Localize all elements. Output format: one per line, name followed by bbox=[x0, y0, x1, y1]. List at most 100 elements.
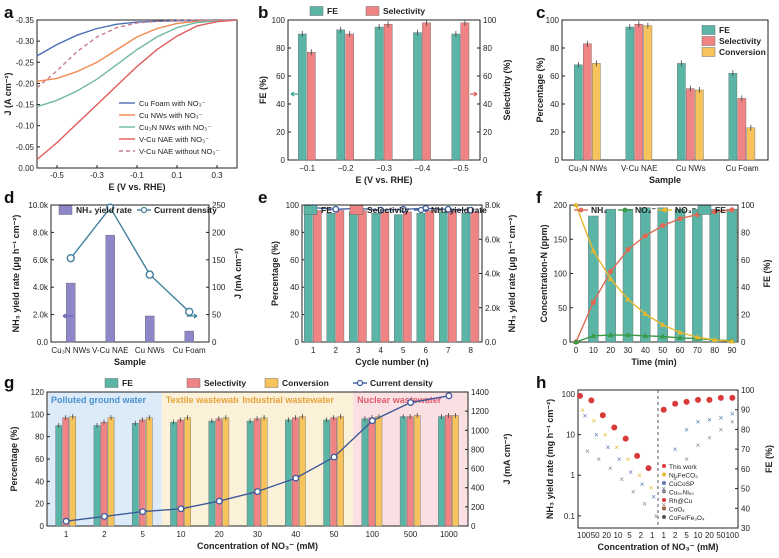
f-fe-bar bbox=[640, 207, 651, 343]
f-y2tick-label: 100 bbox=[741, 201, 755, 210]
f-series-point bbox=[625, 246, 631, 253]
e-ytick-label: 40 bbox=[290, 283, 299, 292]
f-series-point bbox=[660, 222, 666, 229]
g-legend-swatch bbox=[264, 378, 279, 388]
d-ytick-label: 0.0 bbox=[37, 338, 49, 347]
h-point-right: × bbox=[719, 414, 724, 423]
f-series-point bbox=[642, 233, 648, 239]
h-point-left: × bbox=[619, 475, 624, 484]
h-y2tick-label: 30 bbox=[741, 524, 750, 533]
e-bar bbox=[358, 210, 367, 343]
h-y2label: FE (%) bbox=[764, 445, 774, 473]
h-point-left: × bbox=[614, 443, 619, 452]
f-fe-bar bbox=[657, 207, 668, 343]
e-y2label: NH₃ yield rate (μg h⁻¹ cm⁻²) bbox=[507, 215, 517, 333]
g-xtick-label: 50 bbox=[330, 530, 339, 539]
a-legend-label: Cu₃N NWs with NO₃⁻ bbox=[139, 123, 211, 132]
h-point-right bbox=[660, 406, 667, 413]
h-xtick-label-left: 10 bbox=[614, 531, 623, 540]
h-point-left bbox=[622, 435, 629, 442]
f-fe-bar bbox=[605, 208, 616, 343]
f-legend-label: NH₃ bbox=[591, 205, 607, 215]
d-ytick-label: 10.0k bbox=[28, 201, 49, 210]
g-xtick-label: 5 bbox=[140, 530, 145, 539]
e-bar bbox=[394, 214, 403, 343]
h-y2tick-label: 80 bbox=[741, 425, 750, 434]
d-current-point bbox=[185, 307, 194, 317]
e-ytick-label: 100 bbox=[286, 201, 300, 210]
b-y2tick-label: 80 bbox=[483, 44, 492, 53]
g-bar bbox=[361, 418, 369, 527]
f-series-line bbox=[575, 209, 733, 343]
f-series-point bbox=[573, 339, 579, 344]
g-y2tick-label: 800 bbox=[471, 445, 485, 454]
c-legend-swatch bbox=[701, 47, 716, 57]
b-legend-label: Selectivity bbox=[383, 6, 425, 16]
e-yield-point bbox=[377, 206, 385, 214]
h-legend-marker bbox=[662, 498, 666, 502]
d-xtick-label: Cu NWs bbox=[135, 346, 165, 355]
b-xtick-label: −0.3 bbox=[376, 164, 392, 173]
e-bar bbox=[470, 211, 480, 343]
g-legend-label: Conversion bbox=[282, 378, 329, 388]
f-xtick-label: 60 bbox=[676, 346, 685, 355]
g-legend-swatch bbox=[186, 378, 201, 388]
e-y2tick-label: 8.0k bbox=[485, 201, 501, 210]
b-bar bbox=[383, 24, 393, 161]
h-point-left: × bbox=[617, 455, 622, 464]
b-ytick-label: 60 bbox=[276, 72, 285, 81]
h-xtick-label-right: 100 bbox=[726, 531, 740, 540]
f-legend-label: NO₂⁻ bbox=[635, 205, 657, 215]
h-point-left bbox=[611, 424, 618, 431]
g-current-point bbox=[368, 417, 376, 425]
h-point-right bbox=[672, 400, 679, 407]
g-current-point bbox=[177, 505, 185, 513]
f-series-point bbox=[625, 296, 631, 302]
b-bar bbox=[422, 22, 431, 161]
a-xtick-label: 0.3 bbox=[211, 171, 223, 180]
h-point-left: × bbox=[608, 464, 613, 473]
h-point-right: × bbox=[696, 441, 701, 450]
e-bar bbox=[461, 213, 471, 343]
g-band-label: Nuclear wastewater bbox=[357, 395, 442, 405]
h-point-left: × bbox=[628, 468, 633, 477]
h-point-left: × bbox=[580, 406, 585, 415]
b-xlabel: E (V vs. RHE) bbox=[355, 175, 412, 185]
f-legend-marker bbox=[662, 207, 668, 213]
c-xtick-label: V-Cu NAE bbox=[621, 164, 657, 173]
g-bar bbox=[69, 416, 77, 527]
g-current-point bbox=[62, 517, 70, 525]
e-ytick-label: 80 bbox=[290, 228, 299, 237]
e-bar bbox=[380, 211, 390, 343]
e-yield-point bbox=[399, 205, 407, 213]
f-xtick-label: 50 bbox=[658, 346, 667, 355]
h-point-right: × bbox=[684, 455, 689, 464]
f-fe-bar bbox=[726, 208, 738, 343]
h-point-right bbox=[717, 394, 724, 401]
f-series-point bbox=[607, 275, 614, 281]
e-legend-swatch bbox=[303, 205, 318, 215]
d-legend-label: NH₃ yield rate bbox=[76, 205, 132, 215]
f-legend-marker bbox=[578, 207, 584, 213]
g-y2label: J (mA cm⁻²) bbox=[502, 434, 512, 485]
h-y2tick-label: 50 bbox=[741, 485, 750, 494]
g-legend-marker bbox=[356, 379, 364, 387]
g-y2tick-label: 1400 bbox=[471, 388, 489, 397]
h-point-left: × bbox=[585, 447, 590, 456]
e-ylabel: Percentage (%) bbox=[270, 241, 280, 306]
g-bar bbox=[375, 416, 383, 527]
f-ylabel: Concentration-N (ppm) bbox=[539, 225, 549, 323]
a-ytick-label: -0.30 bbox=[16, 37, 35, 46]
b-right-axis-arrow bbox=[470, 91, 478, 97]
h-legend-marker bbox=[662, 464, 666, 468]
f-ytick-label: 150 bbox=[554, 235, 568, 244]
h-point-right: × bbox=[684, 425, 689, 434]
g-xtick-label: 1000 bbox=[440, 530, 458, 539]
g-current-point bbox=[254, 488, 261, 495]
c-legend-label: Conversion bbox=[719, 47, 766, 57]
b-y2tick-label: 40 bbox=[483, 100, 492, 109]
h-point-left bbox=[634, 452, 641, 459]
b-y2tick-label: 100 bbox=[483, 16, 497, 25]
h-xtick-label-left: 50 bbox=[591, 531, 600, 540]
